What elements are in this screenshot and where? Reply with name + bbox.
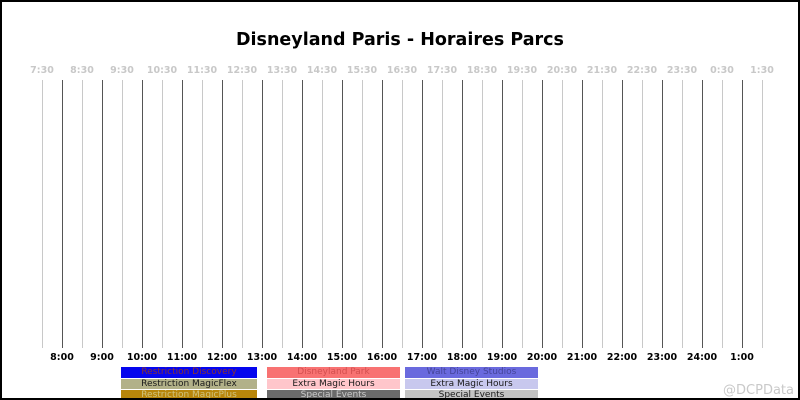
hour-grid-line [222, 80, 223, 348]
bottom-axis-label: 24:00 [686, 352, 718, 363]
top-axis-label: 0:30 [710, 65, 734, 76]
half-hour-grid-line [242, 80, 243, 348]
hour-grid-line [462, 80, 463, 348]
bottom-axis-label: 18:00 [446, 352, 478, 363]
half-hour-grid-line [762, 80, 763, 348]
half-hour-grid-line [482, 80, 483, 348]
half-hour-grid-line [722, 80, 723, 348]
bottom-axis-label: 14:00 [286, 352, 318, 363]
half-hour-grid-line [442, 80, 443, 348]
top-axis-label: 16:30 [386, 65, 418, 76]
hour-grid-line [742, 80, 743, 348]
top-axis-label: 19:30 [506, 65, 538, 76]
top-axis-label: 13:30 [266, 65, 298, 76]
top-axis-label: 10:30 [146, 65, 178, 76]
top-axis-label: 9:30 [110, 65, 134, 76]
hour-grid-line [182, 80, 183, 348]
bottom-axis-label: 22:00 [606, 352, 638, 363]
legend-item: Walt Disney Studios [405, 367, 538, 378]
half-hour-grid-line [122, 80, 123, 348]
top-axis-label: 12:30 [226, 65, 258, 76]
half-hour-grid-line [82, 80, 83, 348]
half-hour-grid-line [642, 80, 643, 348]
top-axis-label: 22:30 [626, 65, 658, 76]
watermark-credit: @DCPData [723, 383, 794, 398]
bottom-axis-label: 1:00 [730, 352, 754, 363]
half-hour-grid-line [202, 80, 203, 348]
top-axis-label: 15:30 [346, 65, 378, 76]
legend-item: Restriction MagicPlus [121, 390, 257, 398]
half-hour-grid-line [42, 80, 43, 348]
top-axis-label: 7:30 [30, 65, 54, 76]
hour-grid-line [102, 80, 103, 348]
top-axis-label: 21:30 [586, 65, 618, 76]
legend-item: Disneyland Park [267, 367, 400, 378]
hour-grid-line [382, 80, 383, 348]
legend-item: Special Events [267, 390, 400, 398]
half-hour-grid-line [562, 80, 563, 348]
hour-grid-line [302, 80, 303, 348]
hour-grid-line [142, 80, 143, 348]
top-axis-label: 14:30 [306, 65, 338, 76]
top-axis-label: 8:30 [70, 65, 94, 76]
bottom-axis-label: 13:00 [246, 352, 278, 363]
bottom-axis-label: 19:00 [486, 352, 518, 363]
top-axis-label: 18:30 [466, 65, 498, 76]
half-hour-grid-line [602, 80, 603, 348]
bottom-axis-label: 23:00 [646, 352, 678, 363]
bottom-axis-label: 9:00 [90, 352, 114, 363]
bottom-axis-label: 16:00 [366, 352, 398, 363]
half-hour-grid-line [162, 80, 163, 348]
hour-grid-line [662, 80, 663, 348]
top-axis-label: 23:30 [666, 65, 698, 76]
bottom-axis-label: 21:00 [566, 352, 598, 363]
bottom-axis-label: 20:00 [526, 352, 558, 363]
half-hour-grid-line [362, 80, 363, 348]
top-axis-label: 11:30 [186, 65, 218, 76]
bottom-axis-label: 10:00 [126, 352, 158, 363]
bottom-axis-label: 8:00 [50, 352, 74, 363]
legend-item: Extra Magic Hours [405, 378, 538, 389]
hour-grid-line [582, 80, 583, 348]
legend-item: Extra Magic Hours [267, 378, 400, 389]
half-hour-grid-line [682, 80, 683, 348]
bottom-axis-label: 17:00 [406, 352, 438, 363]
hour-grid-line [342, 80, 343, 348]
hour-grid-line [62, 80, 63, 348]
legend-item: Restriction Discovery [121, 367, 257, 378]
bottom-axis-label: 11:00 [166, 352, 198, 363]
chart-title: Disneyland Paris - Horaires Parcs [236, 30, 564, 50]
half-hour-grid-line [282, 80, 283, 348]
hour-grid-line [542, 80, 543, 348]
top-axis-label: 1:30 [750, 65, 774, 76]
hour-grid-line [502, 80, 503, 348]
hour-grid-line [262, 80, 263, 348]
half-hour-grid-line [522, 80, 523, 348]
bottom-axis-label: 12:00 [206, 352, 238, 363]
hour-grid-line [702, 80, 703, 348]
bottom-axis-label: 15:00 [326, 352, 358, 363]
legend-item: Special Events [405, 390, 538, 398]
legend-item: Restriction MagicFlex [121, 378, 257, 389]
hour-grid-line [622, 80, 623, 348]
top-axis-label: 20:30 [546, 65, 578, 76]
half-hour-grid-line [402, 80, 403, 348]
top-axis-label: 17:30 [426, 65, 458, 76]
half-hour-grid-line [322, 80, 323, 348]
hour-grid-line [422, 80, 423, 348]
